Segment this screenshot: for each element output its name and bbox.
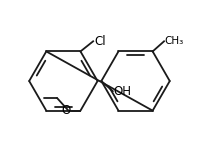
Text: CH₃: CH₃	[165, 36, 184, 46]
Text: Cl: Cl	[94, 35, 106, 48]
Text: OH: OH	[113, 85, 131, 98]
Text: O: O	[62, 104, 71, 117]
